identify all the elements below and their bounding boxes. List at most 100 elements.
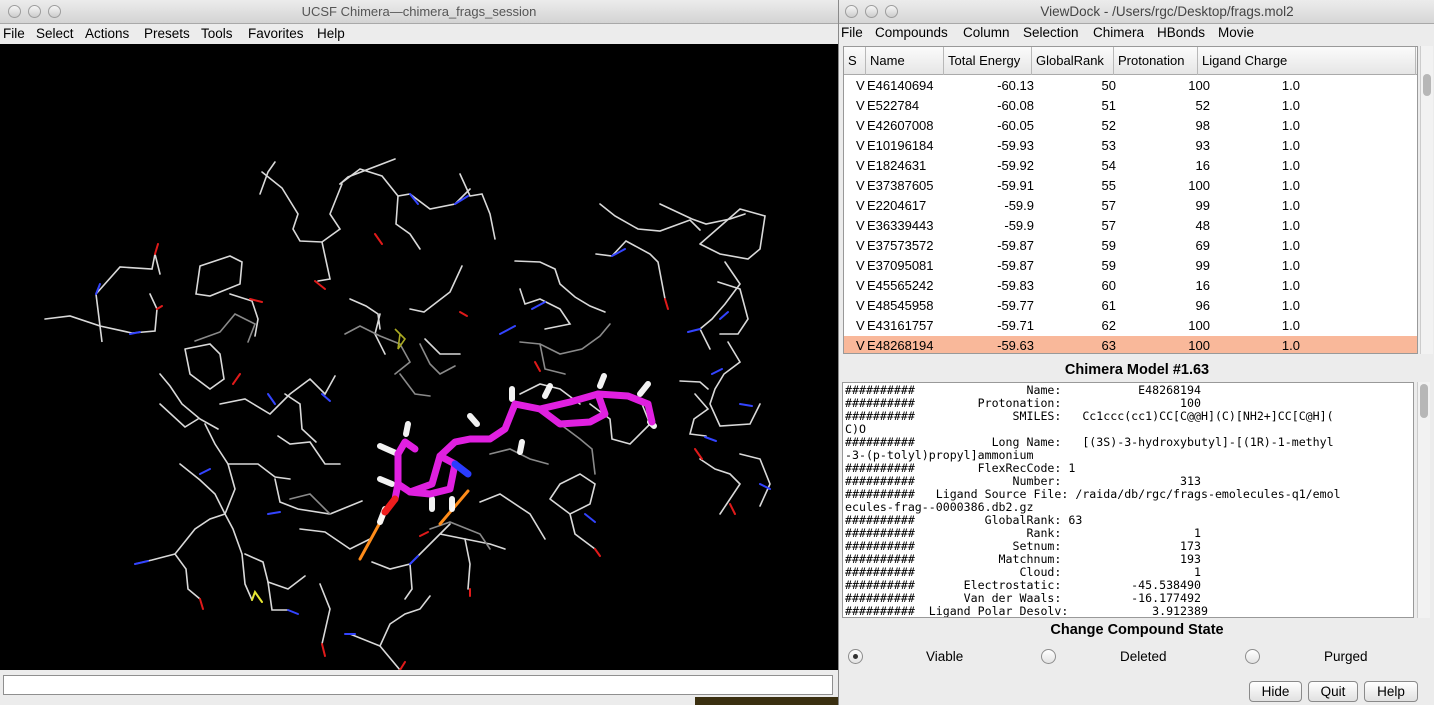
table-row[interactable]: V E10196184 -59.93 53 93 1.0: [844, 136, 1417, 156]
minimize-window-icon[interactable]: [28, 5, 41, 18]
table-scrollbar[interactable]: [1420, 46, 1433, 354]
menu-file[interactable]: File: [3, 26, 25, 41]
col-header-name[interactable]: Name: [866, 47, 944, 75]
row-name: E45565242: [867, 278, 934, 293]
row-global-rank: 52: [1101, 118, 1116, 133]
desktop-background: [695, 697, 838, 705]
vd-menu-compounds[interactable]: Compounds: [875, 25, 948, 40]
row-global-rank: 50: [1101, 78, 1116, 93]
radio-purged[interactable]: [1245, 649, 1260, 664]
radio-deleted-label[interactable]: Deleted: [1120, 649, 1167, 664]
table-row[interactable]: V E37573572 -59.87 59 69 1.0: [844, 236, 1417, 256]
vd-menu-selection[interactable]: Selection: [1023, 25, 1079, 40]
row-protonation: 93: [1195, 138, 1210, 153]
row-protonation: 100: [1188, 178, 1210, 193]
row-name: E37573572: [867, 238, 934, 253]
menu-select[interactable]: Select: [36, 26, 74, 41]
info-line: ########## Ligand Source File: /raida/db…: [845, 487, 1341, 501]
table-row[interactable]: V E36339443 -59.9 57 48 1.0: [844, 216, 1417, 236]
row-state: V: [856, 78, 865, 93]
row-global-rank: 62: [1101, 318, 1116, 333]
row-global-rank: 51: [1101, 98, 1116, 113]
info-line: ########## GlobalRank: 63: [845, 513, 1083, 527]
table-row[interactable]: V E37387605 -59.91 55 100 1.0: [844, 176, 1417, 196]
info-line: ########## Van der Waals: -16.177492: [845, 591, 1201, 605]
radio-deleted[interactable]: [1041, 649, 1056, 664]
row-ligand-charge: 1.0: [1281, 158, 1300, 173]
quit-button[interactable]: Quit: [1308, 681, 1358, 702]
info-scroll-thumb[interactable]: [1420, 384, 1428, 418]
row-energy: -59.83: [997, 278, 1034, 293]
menu-tools[interactable]: Tools: [201, 26, 233, 41]
table-row[interactable]: V E522784 -60.08 51 52 1.0: [844, 96, 1417, 116]
minimize-window-icon[interactable]: [865, 5, 878, 18]
row-protonation: 98: [1195, 118, 1210, 133]
col-header-state[interactable]: S: [844, 47, 866, 75]
molecular-structure: [44, 158, 771, 670]
row-ligand-charge: 1.0: [1281, 198, 1300, 213]
close-window-icon[interactable]: [8, 5, 21, 18]
row-protonation: 100: [1188, 318, 1210, 333]
vd-menu-chimera[interactable]: Chimera: [1093, 25, 1145, 40]
vd-menu-hbonds[interactable]: HBonds: [1157, 25, 1206, 40]
row-energy: -60.08: [997, 98, 1034, 113]
row-name: E42607008: [867, 118, 934, 133]
model-info-text: ########## Name: E48268194 ########## Pro…: [843, 383, 1413, 618]
table-row[interactable]: V E2204617 -59.9 57 99 1.0: [844, 196, 1417, 216]
vd-menu-column[interactable]: Column: [963, 25, 1010, 40]
table-row[interactable]: V E1824631 -59.92 54 16 1.0: [844, 156, 1417, 176]
table-row[interactable]: V E45565242 -59.83 60 16 1.0: [844, 276, 1417, 296]
info-line: ########## Rank: 1: [845, 526, 1201, 540]
table-header: S Name Total Energy GlobalRank Protonati…: [844, 47, 1417, 75]
viewdock-menubar: File Compounds Column Selection Chimera …: [839, 24, 1434, 42]
zoom-window-icon[interactable]: [48, 5, 61, 18]
radio-purged-label[interactable]: Purged: [1324, 649, 1368, 664]
table-scroll-thumb[interactable]: [1423, 74, 1431, 96]
info-line: ########## FlexRecCode: 1: [845, 461, 1076, 475]
menu-favorites[interactable]: Favorites: [248, 26, 304, 41]
row-energy: -59.92: [997, 158, 1034, 173]
col-header-global-rank[interactable]: GlobalRank: [1032, 47, 1114, 75]
vd-menu-movie[interactable]: Movie: [1218, 25, 1255, 40]
col-header-protonation[interactable]: Protonation: [1114, 47, 1198, 75]
help-button[interactable]: Help: [1364, 681, 1418, 702]
vd-menu-file[interactable]: File: [841, 25, 863, 40]
row-energy: -60.05: [997, 118, 1034, 133]
row-name: E522784: [867, 98, 920, 113]
row-protonation: 100: [1188, 338, 1210, 353]
command-line-input[interactable]: [3, 675, 833, 695]
menu-presets[interactable]: Presets: [144, 26, 190, 41]
info-line: ########## SMILES: Cc1ccc(cc1)CC[C@@H](C…: [845, 409, 1334, 423]
molecule-viewer[interactable]: [0, 44, 838, 670]
row-protonation: 16: [1195, 158, 1210, 173]
row-protonation: 52: [1195, 98, 1210, 113]
zoom-window-icon[interactable]: [885, 5, 898, 18]
info-line: ########## Protonation: 100: [845, 396, 1201, 410]
row-ligand-charge: 1.0: [1281, 78, 1300, 93]
table-body: V E46140694 -60.13 50 100 1.0 V E522784 -60.08 51…: [844, 76, 1417, 353]
table-row[interactable]: V E43161757 -59.71 62 100 1.0: [844, 316, 1417, 336]
viewdock-window-title: ViewDock - /Users/rgc/Desktop/frags.mol2: [1040, 4, 1294, 19]
radio-viable-label[interactable]: Viable: [926, 649, 964, 664]
row-protonation: 100: [1188, 78, 1210, 93]
table-row[interactable]: V E46140694 -60.13 50 100 1.0: [844, 76, 1417, 96]
table-row[interactable]: V E48268194 -59.63 63 100 1.0: [844, 336, 1417, 353]
menu-actions[interactable]: Actions: [85, 26, 130, 41]
row-name: E10196184: [867, 138, 934, 153]
table-row[interactable]: V E42607008 -60.05 52 98 1.0: [844, 116, 1417, 136]
menu-help[interactable]: Help: [317, 26, 345, 41]
row-state: V: [856, 178, 865, 193]
info-line: ########## Setnum: 173: [845, 539, 1201, 553]
row-global-rank: 54: [1101, 158, 1116, 173]
info-line: ########## Electrostatic: -45.538490: [845, 578, 1201, 592]
row-state: V: [856, 198, 865, 213]
col-header-ligand-charge[interactable]: Ligand Charge: [1198, 47, 1416, 75]
radio-viable[interactable]: [848, 649, 863, 664]
info-scrollbar[interactable]: [1417, 382, 1430, 618]
row-energy: -59.9: [1004, 218, 1034, 233]
table-row[interactable]: V E37095081 -59.87 59 99 1.0: [844, 256, 1417, 276]
col-header-total-energy[interactable]: Total Energy: [944, 47, 1032, 75]
table-row[interactable]: V E48545958 -59.77 61 96 1.0: [844, 296, 1417, 316]
close-window-icon[interactable]: [845, 5, 858, 18]
hide-button[interactable]: Hide: [1249, 681, 1302, 702]
